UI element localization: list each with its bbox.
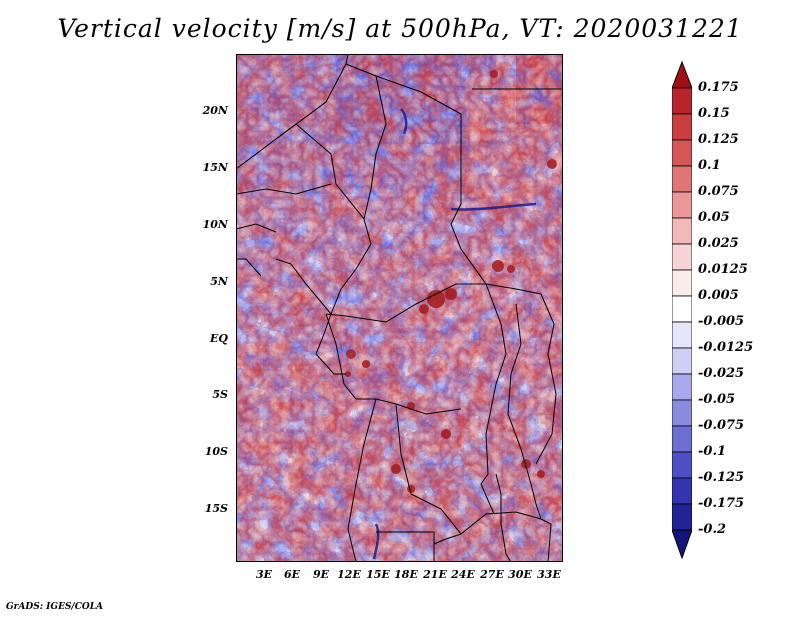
chart-title: Vertical velocity [m/s] at 500hPa, VT: 2…: [57, 14, 743, 43]
colorbar-cap-top: [672, 60, 692, 89]
lat-tick: 20N: [202, 104, 228, 117]
colorbar-level-label: 0.125: [698, 132, 739, 147]
colorbar-level-label: 0.05: [698, 210, 730, 225]
colorbar-bin: [672, 321, 692, 349]
map-panel: [236, 54, 563, 562]
lat-tick: EQ: [210, 332, 228, 345]
colorbar-level-label: 0.15: [698, 106, 730, 121]
colorbar-bin: [672, 217, 692, 245]
lat-tick: 5S: [212, 388, 228, 401]
lon-tick: 33E: [537, 568, 561, 581]
colorbar-level-label: 0.025: [698, 236, 739, 251]
colorbar-level-label: 0.1: [698, 158, 721, 173]
lon-tick: 12E: [337, 568, 361, 581]
lat-tick: 10S: [204, 445, 228, 458]
colorbar-level-label: 0.175: [698, 80, 739, 95]
colorbar-level-label: -0.0125: [698, 340, 754, 355]
colorbar-bin: [672, 87, 692, 115]
colorbar-bin: [672, 477, 692, 505]
footer-credit: GrADS: IGES/COLA: [6, 602, 104, 612]
colorbar-level-label: 0.005: [698, 288, 739, 303]
vertical-velocity-field: [236, 54, 563, 562]
colorbar-level-label: -0.05: [698, 392, 736, 407]
colorbar-bin: [672, 451, 692, 479]
country-borders: [236, 54, 563, 562]
colorbar-level-label: -0.005: [698, 314, 745, 329]
colorbar-bin: [672, 165, 692, 193]
lon-tick: 30E: [508, 568, 532, 581]
colorbar-bin: [672, 503, 692, 531]
colorbar-bin: [672, 139, 692, 167]
colorbar-level-label: -0.025: [698, 366, 745, 381]
colorbar-bin: [672, 191, 692, 219]
colorbar-bin: [672, 373, 692, 401]
colorbar-bin: [672, 113, 692, 141]
lon-tick: 18E: [394, 568, 418, 581]
lon-tick: 3E: [255, 568, 273, 581]
lon-tick: 24E: [451, 568, 475, 581]
lon-tick: 6E: [283, 568, 301, 581]
colorbar-level-label: -0.2: [698, 522, 727, 537]
lat-tick: 15S: [204, 502, 228, 515]
colorbar: [672, 60, 692, 560]
lon-tick: 27E: [480, 568, 504, 581]
colorbar-cap-bottom: [672, 529, 692, 560]
colorbar-level-label: 0.0125: [698, 262, 748, 277]
lon-tick: 21E: [423, 568, 447, 581]
colorbar-bin: [672, 295, 692, 323]
colorbar-bin: [672, 269, 692, 297]
colorbar-bin: [672, 243, 692, 271]
colorbar-level-label: -0.1: [698, 444, 727, 459]
colorbar-level-label: -0.175: [698, 496, 745, 511]
colorbar-level-label: -0.125: [698, 470, 745, 485]
colorbar-level-label: 0.075: [698, 184, 739, 199]
lat-tick: 5N: [210, 275, 228, 288]
lat-tick: 10N: [202, 218, 228, 231]
lon-tick: 15E: [366, 568, 390, 581]
colorbar-bin: [672, 347, 692, 375]
colorbar-bin: [672, 425, 692, 453]
colorbar-bin: [672, 399, 692, 427]
colorbar-level-label: -0.075: [698, 418, 745, 433]
lon-tick: 9E: [312, 568, 330, 581]
lat-tick: 15N: [202, 161, 228, 174]
